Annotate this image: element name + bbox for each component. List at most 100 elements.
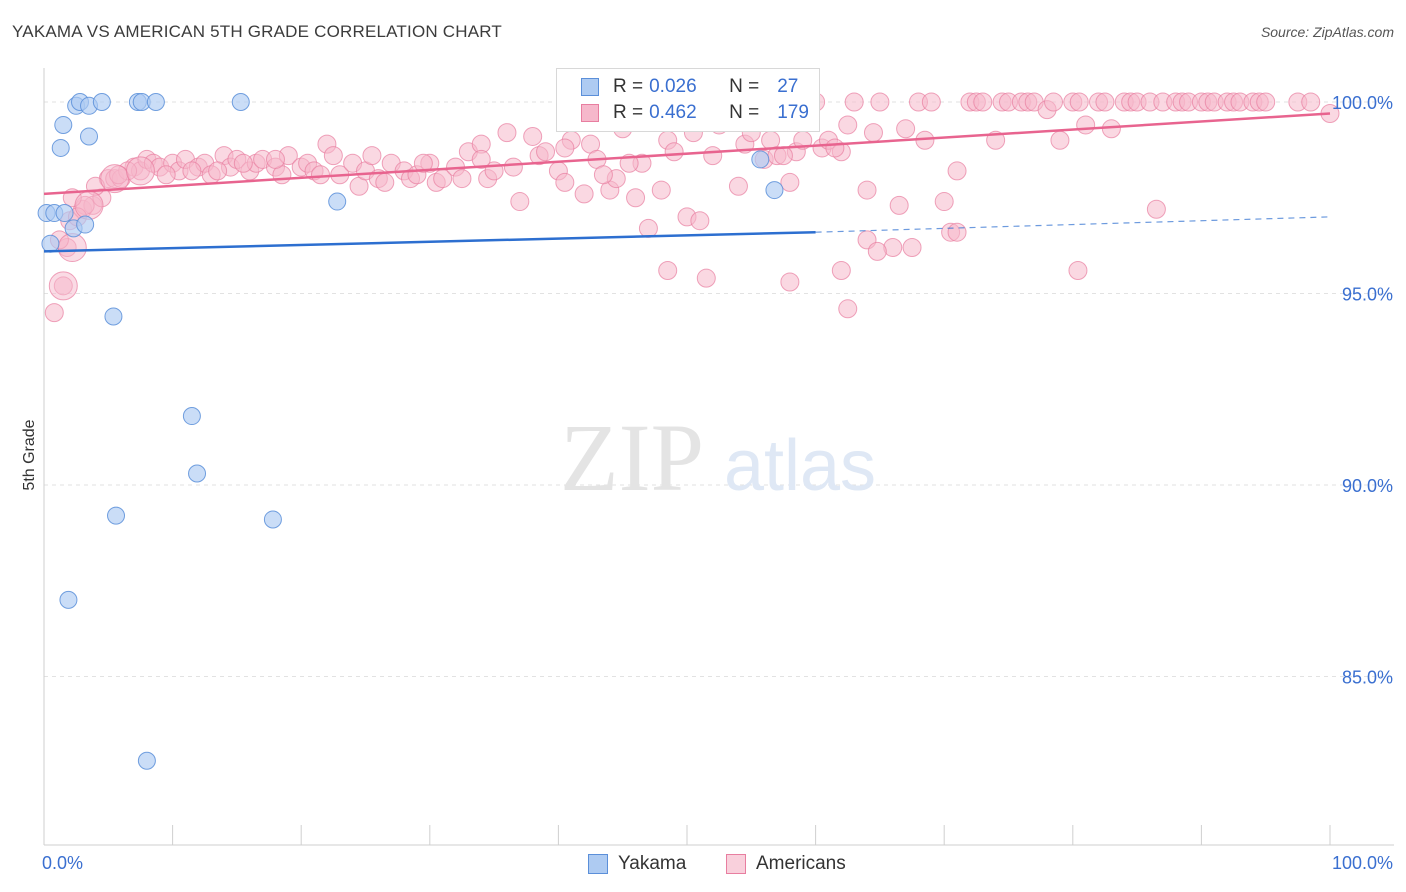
americans-point	[831, 261, 851, 280]
yakama-point	[146, 92, 165, 111]
yakama-point	[51, 138, 70, 157]
americans-point-large	[74, 190, 104, 220]
americans-point-large	[48, 271, 78, 301]
n-value: 179	[777, 102, 809, 123]
americans-point	[1301, 92, 1321, 112]
yakama-legend-label: Yakama	[618, 853, 687, 874]
grid-layer	[44, 101, 1394, 677]
americans-point	[310, 165, 330, 185]
americans-point	[1095, 92, 1115, 112]
americans-point	[503, 157, 523, 177]
yakama-point	[54, 115, 73, 134]
x-tick-label: 0.0%	[42, 853, 83, 873]
americans-point	[1256, 92, 1276, 112]
yakama-point	[59, 590, 78, 609]
americans-point	[1146, 199, 1166, 219]
americans-legend-swatch	[726, 854, 746, 874]
americans-point	[896, 119, 916, 139]
americans-point	[773, 146, 793, 166]
americans-point	[703, 146, 723, 166]
americans-point	[44, 303, 64, 323]
americans-point	[664, 142, 684, 162]
n-value: 27	[777, 76, 799, 97]
americans-point-large	[125, 156, 155, 186]
yakama-swatch	[581, 78, 599, 96]
yakama-point	[104, 307, 123, 326]
americans-trend-line	[43, 112, 1331, 196]
watermark-zip: ZIP	[560, 404, 704, 511]
americans-point	[973, 92, 993, 112]
americans-point	[696, 268, 716, 288]
americans-point	[1069, 92, 1089, 112]
yakama-point	[55, 204, 74, 223]
r-label: R =	[613, 76, 644, 97]
americans-point	[265, 149, 285, 169]
legend-item-yakama[interactable]: Yakama	[588, 852, 686, 876]
axes-layer	[43, 68, 1394, 846]
americans-point	[574, 184, 594, 204]
americans-point	[934, 192, 954, 212]
americans-point	[690, 211, 710, 231]
americans-point	[452, 169, 472, 189]
americans-point	[728, 176, 748, 196]
americans-point	[1101, 119, 1121, 139]
americans-point	[870, 92, 890, 112]
americans-point	[867, 241, 887, 261]
americans-point	[838, 115, 858, 135]
americans-point	[825, 138, 845, 158]
yakama-trend-extension	[815, 216, 1331, 233]
y-tick-label: 90.0%	[1342, 476, 1393, 496]
source-label: Source: ZipAtlas.com	[1260, 24, 1394, 40]
americans-point	[555, 138, 575, 158]
y-tick-label: 100.0%	[1332, 93, 1393, 113]
x-tick-label: 100.0%	[1332, 853, 1393, 873]
y-tick-label: 95.0%	[1342, 284, 1393, 304]
yakama-point	[80, 127, 99, 146]
yakama-point	[76, 215, 95, 234]
americans-point	[233, 153, 253, 173]
americans-point	[844, 92, 864, 112]
yakama-point	[751, 150, 770, 169]
yakama-trend-line	[43, 230, 816, 253]
r-value: 0.026	[649, 76, 697, 97]
r-label: R =	[613, 102, 644, 123]
americans-point	[1076, 115, 1096, 135]
americans-point	[863, 123, 883, 143]
yakama-legend-swatch	[588, 854, 608, 874]
americans-point	[947, 222, 967, 242]
americans-legend-label: Americans	[756, 853, 846, 874]
americans-point	[626, 188, 646, 208]
legend-row-yakama: R = 0.026 N = 27	[581, 75, 798, 99]
americans-point	[889, 195, 909, 215]
n-label: N =	[729, 76, 760, 97]
americans-point	[1050, 130, 1070, 150]
yakama-point	[182, 407, 201, 426]
americans-point	[593, 165, 613, 185]
americans-point	[658, 261, 678, 280]
y-tick-label: 85.0%	[1342, 667, 1393, 687]
americans-point	[497, 123, 517, 143]
americans-point	[947, 161, 967, 181]
correlation-legend: R = 0.026 N = 27 R = 0.462 N = 179	[556, 68, 820, 132]
americans-point	[555, 172, 575, 192]
americans-point	[208, 161, 228, 181]
americans-point	[323, 146, 343, 166]
yakama-point	[765, 181, 784, 200]
americans-point	[921, 92, 941, 112]
y-axis-label: 5th Grade	[21, 419, 38, 490]
yakama-point	[137, 751, 156, 770]
americans-point	[413, 153, 433, 173]
americans-point	[1068, 261, 1088, 280]
americans-point	[780, 272, 800, 292]
americans-point	[838, 299, 858, 319]
americans-point	[536, 142, 556, 162]
tick-labels: 100.0% 95.0% 90.0% 85.0% 0.0% 100.0%	[42, 93, 1393, 873]
americans-point	[902, 238, 922, 258]
trend-layer	[43, 112, 1331, 253]
americans-point	[375, 172, 395, 192]
yakama-point	[263, 510, 282, 529]
legend-item-americans[interactable]: Americans	[726, 852, 846, 876]
yakama-point	[231, 92, 250, 111]
americans-point	[651, 180, 671, 200]
